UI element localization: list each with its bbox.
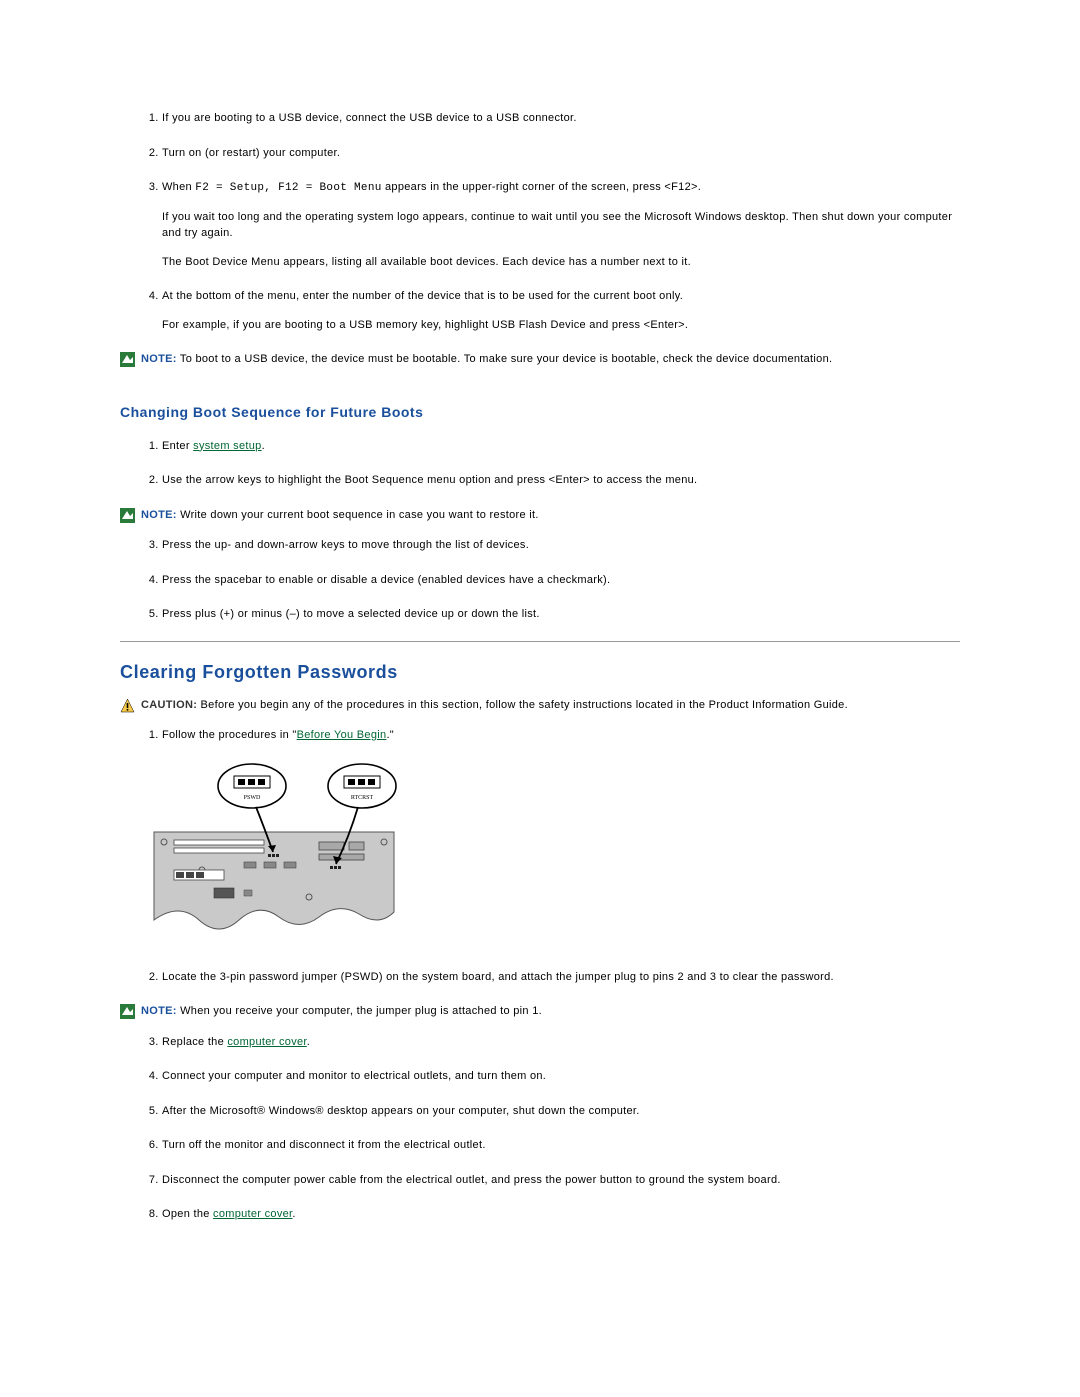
list-item: Disconnect the computer power cable from…	[162, 1172, 960, 1189]
note-icon	[120, 352, 135, 367]
boot-sequence-steps: Enter system setup. Use the arrow keys t…	[120, 438, 960, 489]
boot-sequence-steps-cont: Press the up- and down-arrow keys to mov…	[120, 537, 960, 623]
computer-cover-link[interactable]: computer cover	[227, 1036, 306, 1048]
list-item: At the bottom of the menu, enter the num…	[162, 288, 960, 333]
list-item: Press plus (+) or minus (–) to move a se…	[162, 606, 960, 623]
note-body: To boot to a USB device, the device must…	[177, 353, 833, 365]
heading-boot-sequence: Changing Boot Sequence for Future Boots	[120, 404, 960, 420]
list-item: Follow the procedures in "Before You Beg…	[162, 727, 960, 744]
step-text-prefix: Enter	[162, 440, 193, 452]
step-text-prefix: When	[162, 181, 195, 193]
note-callout: NOTE: When you receive your computer, th…	[120, 1003, 960, 1020]
note-icon	[120, 1004, 135, 1019]
caution-icon	[120, 698, 135, 713]
step-text-prefix: Replace the	[162, 1036, 227, 1048]
note-text: NOTE: When you receive your computer, th…	[141, 1003, 542, 1020]
step-sub-para: The Boot Device Menu appears, listing al…	[162, 254, 960, 271]
step-sub-para: If you wait too long and the operating s…	[162, 209, 960, 242]
step-text: After the Microsoft® Windows® desktop ap…	[162, 1105, 640, 1117]
clear-password-steps-b: Locate the 3-pin password jumper (PSWD) …	[120, 969, 960, 986]
list-item: Press the spacebar to enable or disable …	[162, 572, 960, 589]
step-text: Disconnect the computer power cable from…	[162, 1174, 781, 1186]
note-label: NOTE:	[141, 509, 177, 521]
caution-callout: CAUTION: Before you begin any of the pro…	[120, 697, 960, 714]
step-text: Locate the 3-pin password jumper (PSWD) …	[162, 971, 834, 983]
list-item: When F2 = Setup, F12 = Boot Menu appears…	[162, 179, 960, 270]
caution-text: CAUTION: Before you begin any of the pro…	[141, 697, 848, 714]
step-sub-para: For example, if you are booting to a USB…	[162, 317, 960, 334]
jumper-figure: PSWD RTCRST	[144, 762, 960, 945]
note-text: NOTE: Write down your current boot seque…	[141, 507, 539, 524]
note-icon	[120, 508, 135, 523]
list-item: Locate the 3-pin password jumper (PSWD) …	[162, 969, 960, 986]
step-text: Connect your computer and monitor to ele…	[162, 1070, 546, 1082]
usb-boot-steps: If you are booting to a USB device, conn…	[120, 110, 960, 333]
note-body: Write down your current boot sequence in…	[177, 509, 539, 521]
step-text: If you are booting to a USB device, conn…	[162, 112, 577, 124]
list-item: Use the arrow keys to highlight the Boot…	[162, 472, 960, 489]
step-text: Use the arrow keys to highlight the Boot…	[162, 474, 697, 486]
computer-cover-link[interactable]: computer cover	[213, 1208, 292, 1220]
note-callout: NOTE: To boot to a USB device, the devic…	[120, 351, 960, 368]
svg-text:RTCRST: RTCRST	[351, 795, 374, 801]
step-text: Press the spacebar to enable or disable …	[162, 574, 610, 586]
step-text-suffix: ."	[386, 729, 394, 741]
list-item: Press the up- and down-arrow keys to mov…	[162, 537, 960, 554]
caution-label: CAUTION:	[141, 699, 197, 711]
list-item: Connect your computer and monitor to ele…	[162, 1068, 960, 1085]
system-setup-link[interactable]: system setup	[193, 440, 261, 452]
note-text: NOTE: To boot to a USB device, the devic…	[141, 351, 832, 368]
list-item: If you are booting to a USB device, conn…	[162, 110, 960, 127]
list-item: Turn on (or restart) your computer.	[162, 145, 960, 162]
list-item: Turn off the monitor and disconnect it f…	[162, 1137, 960, 1154]
clear-password-steps: Follow the procedures in "Before You Beg…	[120, 727, 960, 744]
note-label: NOTE:	[141, 353, 177, 365]
step-text-prefix: Open the	[162, 1208, 213, 1220]
step-text: Press plus (+) or minus (–) to move a se…	[162, 608, 540, 620]
heading-clearing-passwords: Clearing Forgotten Passwords	[120, 662, 960, 683]
step-text-suffix: .	[292, 1208, 295, 1220]
note-body: When you receive your computer, the jump…	[177, 1005, 542, 1017]
list-item: Open the computer cover.	[162, 1206, 960, 1223]
list-item: Enter system setup.	[162, 438, 960, 455]
note-callout: NOTE: Write down your current boot seque…	[120, 507, 960, 524]
caution-body: Before you begin any of the procedures i…	[197, 699, 848, 711]
before-you-begin-link[interactable]: Before You Begin	[297, 729, 387, 741]
section-divider	[120, 641, 960, 642]
list-item: After the Microsoft® Windows® desktop ap…	[162, 1103, 960, 1120]
note-label: NOTE:	[141, 1005, 177, 1017]
step-text: Press the up- and down-arrow keys to mov…	[162, 539, 529, 551]
list-item: Replace the computer cover.	[162, 1034, 960, 1051]
clear-password-steps-c: Replace the computer cover. Connect your…	[120, 1034, 960, 1223]
step-text-suffix: appears in the upper-right corner of the…	[382, 181, 701, 193]
step-text-suffix: .	[262, 440, 265, 452]
step-mono: F2 = Setup, F12 = Boot Menu	[195, 182, 381, 194]
step-text: At the bottom of the menu, enter the num…	[162, 290, 683, 302]
svg-text:PSWD: PSWD	[244, 795, 261, 801]
step-text-prefix: Follow the procedures in "	[162, 729, 297, 741]
step-text-suffix: .	[307, 1036, 310, 1048]
step-text: Turn on (or restart) your computer.	[162, 147, 340, 159]
step-text: Turn off the monitor and disconnect it f…	[162, 1139, 486, 1151]
